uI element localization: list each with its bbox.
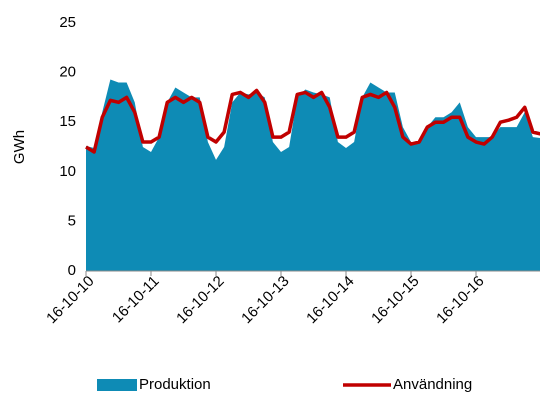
- x-tick-label: 16-10-16: [433, 273, 487, 327]
- y-tick-label: 0: [68, 262, 76, 279]
- area: [86, 79, 540, 271]
- y-axis-label: GWh: [11, 130, 28, 164]
- line: [85, 88, 540, 154]
- y-tick-label: 5: [68, 212, 76, 229]
- x-tick-label: 16-10-10: [43, 273, 97, 327]
- x-tick-label: 16-10-11: [109, 273, 163, 327]
- y-tick-label: 20: [59, 64, 76, 81]
- x-tick-label: 16-10-14: [303, 273, 357, 327]
- x-tick-label: 16-10-12: [173, 273, 227, 327]
- legend-swatch: [97, 379, 137, 391]
- y-tick-label: 25: [59, 14, 76, 31]
- y-tick-label: 10: [59, 163, 76, 180]
- x-tick-label: 16-10-15: [368, 273, 422, 327]
- legend-label: Produktion: [139, 376, 211, 393]
- y-tick-label: 15: [59, 113, 76, 130]
- x-tick-label: 16-10-13: [238, 273, 292, 327]
- legend-label: Användning: [393, 376, 472, 393]
